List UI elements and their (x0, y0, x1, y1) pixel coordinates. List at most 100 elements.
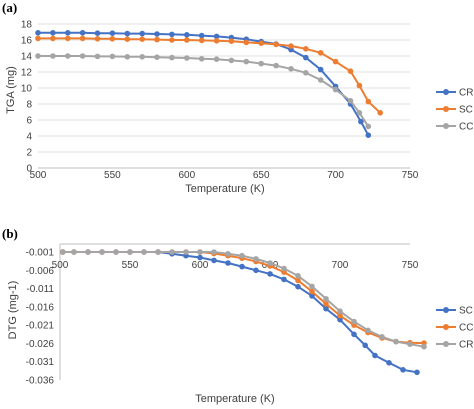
panel-b-point-sc (323, 305, 329, 312)
panel-a-point-sc (377, 110, 384, 116)
legend-label-sc: SC (459, 306, 473, 317)
panel-a-point-cc (109, 53, 116, 60)
panel-a-tga-chart: (a) 0 2 4 6 8 10 12 14 16 18 500 550 600 650 700 750 T… (2, 0, 473, 195)
panel-b-point-sc (267, 271, 273, 277)
panel-b-point-cr (71, 249, 77, 255)
panel-b-y-tick-label: -0.011 (26, 284, 54, 295)
panel-b-y-tick-labels: -0.001 -0.006 -0.011 -0.016 -0.021 -0.026 -0.0… (26, 248, 55, 387)
panel-a-point-cr (94, 30, 101, 36)
panel-b-point-cr (295, 273, 301, 279)
panel-a-point-sc (154, 36, 160, 43)
legend-label-cr: CR (459, 340, 473, 351)
panel-a-point-sc (169, 37, 175, 43)
panel-b-point-cr (225, 251, 231, 257)
panel-b-point-sc (362, 342, 369, 349)
legend-marker-cc (443, 123, 449, 129)
panel-a-point-sc (332, 58, 339, 65)
panel-a-point-cr (317, 66, 324, 73)
panel-a-point-sc (35, 35, 41, 42)
panel-a-point-cc (347, 98, 354, 104)
panel-a-point-cc (228, 57, 235, 64)
panel-b-y-tick-label: -0.006 (26, 266, 55, 277)
legend-marker-cr (443, 341, 449, 347)
panel-a-point-sc (347, 68, 354, 74)
panel-b-point-cc (309, 288, 315, 295)
panel-a-point-cr (79, 30, 86, 36)
panel-b-x-tick-label: 500 (52, 260, 69, 271)
panel-b-x-axis-title: Temperature (K) (195, 393, 274, 405)
panel-a-point-sc (65, 35, 71, 42)
panel-b-point-cr (379, 334, 385, 340)
panel-b-point-sc (253, 267, 259, 274)
panel-b-point-sc (239, 263, 245, 270)
panel-a-x-tick-label: 550 (104, 170, 121, 181)
panel-b-point-sc (211, 257, 217, 264)
panel-a-point-sc (94, 36, 101, 42)
panel-a-point-sc (258, 40, 265, 46)
legend-label-cr: CR (459, 88, 473, 99)
panel-a-point-sc (317, 50, 324, 56)
panel-a-point-cc (184, 55, 190, 61)
panel-a-y-tick-label: 4 (26, 132, 32, 143)
panel-a-point-cr (50, 30, 56, 36)
panel-a-x-axis-title: Temperature (K) (185, 183, 264, 195)
panel-a-point-cc (356, 110, 363, 116)
panel-b-point-cr (393, 338, 399, 345)
panel-a-point-cc (273, 62, 279, 69)
panel-a-point-cc (288, 66, 294, 72)
panel-b-point-cc (323, 301, 329, 307)
panel-b-point-cr (323, 296, 329, 302)
panel-a-x-tick-label: 700 (327, 170, 344, 181)
panel-b-point-cr (169, 249, 175, 255)
panel-b-y-tick-label: -0.021 (26, 321, 55, 332)
panel-a-point-sc (79, 35, 86, 42)
panel-b-point-cr (281, 265, 287, 272)
panel-b-series (60, 249, 427, 376)
panel-a-point-cc (303, 70, 309, 76)
panel-b-point-cr (60, 249, 66, 255)
panel-a-point-cr (154, 31, 160, 37)
panel-a-point-cr (213, 33, 220, 40)
panel-a-point-cc (139, 54, 145, 60)
panel-b-point-sc (414, 369, 420, 376)
panel-a-point-sc (184, 37, 190, 43)
panel-a-point-sc (213, 38, 220, 44)
panel-a-point-cr (124, 30, 131, 37)
panel-a-y-tick-label: 8 (26, 100, 32, 111)
legend-marker-sc (443, 106, 449, 112)
panel-a-y-tick-label: 10 (21, 84, 33, 95)
panel-a-point-sc (124, 36, 131, 42)
panel-b-point-cr (85, 249, 91, 255)
panel-a-point-sc (356, 82, 363, 89)
panel-a-point-cc (332, 86, 339, 93)
panel-a-y-tick-labels: 0 2 4 6 8 10 12 14 16 18 (21, 20, 33, 175)
panel-a-point-cc (213, 56, 220, 62)
panel-b-point-cr (141, 249, 147, 255)
panel-b-point-cr (183, 249, 189, 255)
panel-b-x-tick-label: 750 (402, 260, 419, 271)
panel-b-point-sc (386, 360, 392, 366)
panel-a-point-cr (65, 30, 71, 36)
panel-a-x-tick-labels: 500 550 600 650 700 750 (30, 170, 419, 181)
panel-a-point-cr (365, 132, 372, 138)
legend-marker-sc (443, 307, 449, 313)
panel-b-point-sc (351, 331, 357, 338)
panel-b-label: (b) (2, 226, 18, 241)
panel-b-point-cr (253, 256, 259, 262)
panel-a-point-sc (139, 36, 145, 42)
panel-b-point-cr (127, 249, 133, 255)
panel-b-series-line-sc (62, 251, 418, 374)
panel-a-point-sc (198, 37, 205, 44)
panel-a-point-cr (169, 31, 175, 38)
panel-b-point-sc (225, 260, 231, 266)
panel-a-x-tick-label: 500 (30, 170, 47, 181)
panel-a-y-tick-label: 2 (26, 148, 32, 159)
panel-b-point-sc (281, 276, 287, 283)
panel-b-y-axis-title: DTG (mg-1) (7, 281, 19, 340)
panel-a-x-tick-label: 750 (402, 170, 419, 181)
panel-a-point-cr (139, 30, 145, 37)
panel-a-point-cc (169, 54, 175, 61)
panel-a-point-cc (243, 58, 250, 65)
panel-a-series (35, 30, 384, 138)
